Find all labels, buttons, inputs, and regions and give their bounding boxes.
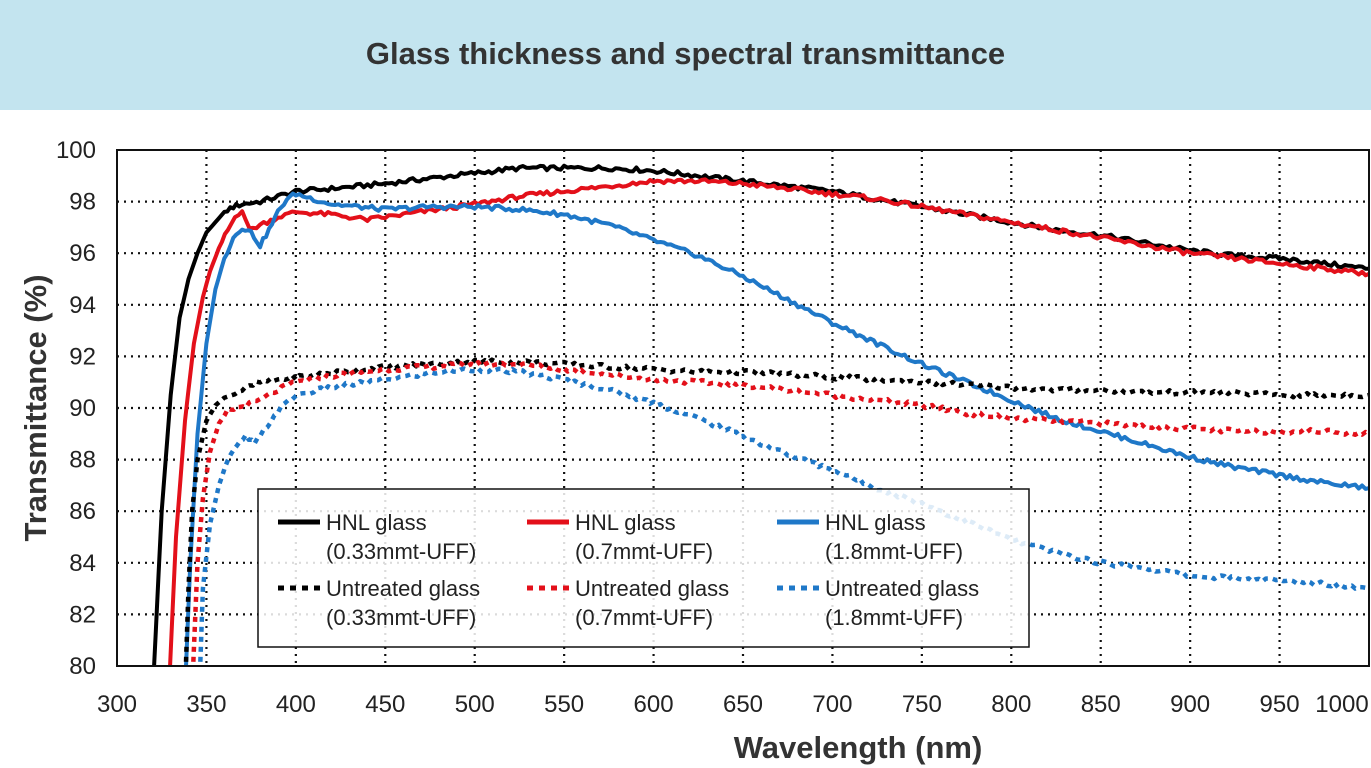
x-tick-label: 550 [544,691,584,718]
legend-label: HNL glass [326,510,427,535]
x-tick-label: 300 [97,691,137,718]
legend-sublabel: (0.33mmt-UFF) [326,605,476,630]
y-axis-title: Transmittance (%) [18,274,53,541]
x-axis-title: Wavelength (nm) [734,730,983,765]
y-tick-label: 92 [69,343,96,370]
legend-sublabel: (1.8mmt-UFF) [825,605,963,630]
y-tick-label: 100 [56,137,96,164]
y-tick-label: 90 [69,395,96,422]
series-line [168,177,1369,666]
y-tick-label: 86 [69,498,96,525]
x-tick-label: 400 [276,691,316,718]
series-line [184,191,1369,666]
legend-box [257,488,1030,648]
chart-title-bar: Glass thickness and spectral transmittan… [0,0,1371,110]
tick-labels: 300 350 400 450 500 550 600 650 700 750 800 850 900 9… [56,137,1369,718]
x-tick-label: 700 [812,691,852,718]
x-tick-label: 950 [1260,691,1300,718]
y-tick-label: 98 [69,189,96,216]
x-tick-label: 850 [1081,691,1121,718]
x-tick-label: 350 [186,691,226,718]
series-layer [152,163,1369,666]
x-tick-label: 600 [634,691,674,718]
grid [117,150,1369,666]
chart-title: Glass thickness and spectral transmittan… [365,36,1006,71]
legend-label: Untreated glass [825,576,979,601]
x-tick-label: 500 [455,691,495,718]
legend-label: Untreated glass [575,576,729,601]
x-tick-label: 1000 [1315,691,1368,718]
legend-label: Untreated glass [326,576,480,601]
legend-label: HNL glass [825,510,926,535]
legend-sublabel: (0.7mmt-UFF) [575,605,713,630]
y-tick-label: 88 [69,447,96,474]
series-line [183,357,1369,666]
legend-label: HNL glass [575,510,676,535]
legend: HNL glass (0.33mmt-UFF) HNL glass (0.7mmt-U… [257,488,1030,648]
x-tick-label: 800 [991,691,1031,718]
legend-sublabel: (0.7mmt-UFF) [575,539,713,564]
x-tick-label: 900 [1170,691,1210,718]
y-tick-label: 80 [69,653,96,680]
y-tick-label: 84 [69,550,96,577]
x-tick-label: 450 [365,691,405,718]
x-tick-label: 750 [902,691,942,718]
legend-sublabel: (1.8mmt-UFF) [825,539,963,564]
y-tick-label: 94 [69,292,96,319]
y-tick-label: 82 [69,601,96,628]
y-tick-label: 96 [69,240,96,267]
legend-sublabel: (0.33mmt-UFF) [326,539,476,564]
plot-area-frame [116,149,1370,667]
x-tick-label: 650 [723,691,763,718]
